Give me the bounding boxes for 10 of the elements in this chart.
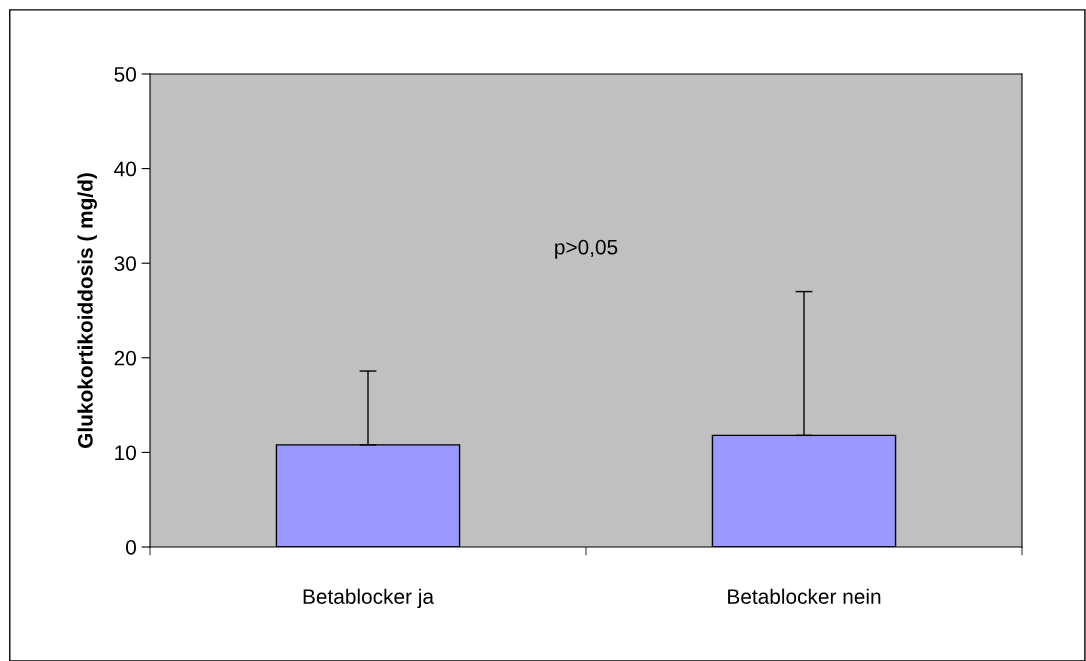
x-tick-label: Betablocker ja — [303, 588, 435, 609]
y-tick-label: 30 — [114, 256, 136, 271]
y-tick-label: 40 — [114, 161, 136, 177]
y-axis-title: Glukokortikoiddosis ( mg/d) — [77, 173, 97, 448]
y-tick-label: 20 — [114, 350, 136, 366]
y-tick-label: 0 — [126, 540, 136, 555]
y-tick-label: 50 — [114, 67, 136, 82]
x-tick-label: Betablocker nein — [728, 588, 881, 604]
y-tick-label: 10 — [115, 445, 136, 461]
annotation: p>0,05 — [555, 239, 618, 259]
